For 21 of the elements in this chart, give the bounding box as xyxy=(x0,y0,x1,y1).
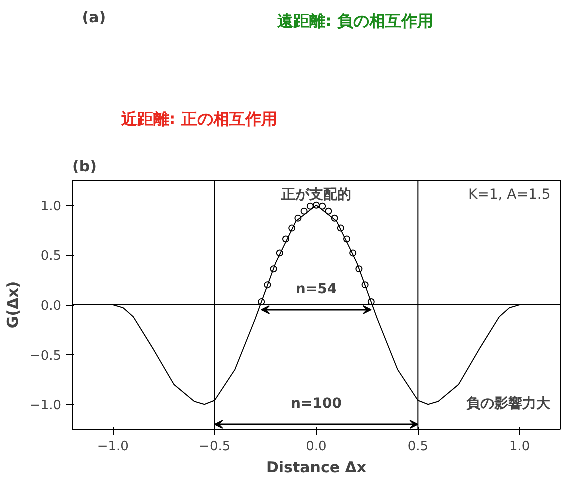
annotation: n=100 xyxy=(291,396,342,412)
text: 近距離: 正の相互作用 xyxy=(120,110,278,129)
y-tick-label: 0.0 xyxy=(40,299,62,314)
y-tick-label: −1.0 xyxy=(30,398,62,414)
y-axis-title: G(Δx) xyxy=(4,281,22,329)
annotation: K=1, A=1.5 xyxy=(468,186,551,203)
x-tick-label: −1.0 xyxy=(97,440,129,454)
x-tick-label: 0.0 xyxy=(306,440,327,454)
text: 遠距離: 負の相互作用 xyxy=(276,12,434,31)
text: (a) xyxy=(82,8,106,26)
x-tick-label: −0.5 xyxy=(199,440,231,454)
x-axis-title: Distance Δx xyxy=(266,458,367,476)
y-tick-label: 0.5 xyxy=(40,249,62,264)
chart-title: (b) xyxy=(72,158,97,176)
x-tick-label: 1.0 xyxy=(509,440,530,454)
annotation: 負の影響力大 xyxy=(466,395,552,412)
annotation: 正が支配的 xyxy=(280,186,352,203)
y-tick-label: 1.0 xyxy=(40,199,62,214)
x-tick-label: 0.5 xyxy=(408,440,429,454)
annotation: n=54 xyxy=(296,282,338,298)
y-tick-label: −0.5 xyxy=(30,348,62,364)
